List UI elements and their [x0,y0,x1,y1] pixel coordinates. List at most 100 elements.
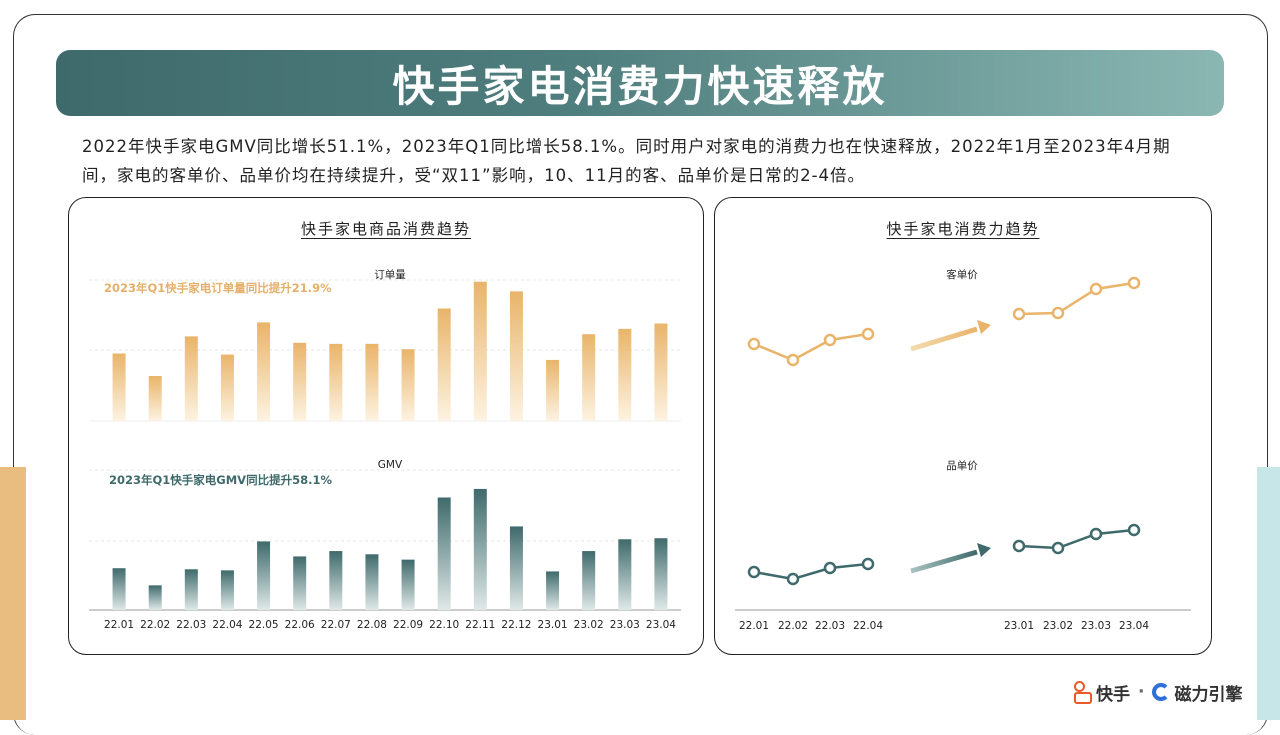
orders-annotation: 2023年Q1快手家电订单量同比提升21.9% [104,281,332,295]
aov-point-22.03 [823,333,837,347]
x-tick-label: 22.01 [104,619,134,631]
x-tick-label: 22.06 [285,619,315,631]
aov-line-segment [753,332,869,362]
gmv-annotation: 2023年Q1快手家电GMV同比提升58.1% [109,473,332,487]
x-tick-label: 22.04 [212,619,242,631]
cili-engine-logo-icon [1152,683,1171,701]
unit-price-line-segment [1018,528,1135,550]
orders-bar-22.05 [257,322,271,421]
unit-price-point-22.04 [861,557,875,571]
orders-bar-22.12 [509,291,523,421]
x-tick-label: 23.02 [1043,620,1073,632]
aov-line-segment [1018,281,1135,316]
x-tick-label: 22.05 [249,619,279,631]
x-tick-label: 22.10 [429,619,459,631]
gmv-bar-22.10 [437,497,451,610]
gmv-bar-22.07 [329,551,343,610]
orders-bar-22.01 [112,353,126,421]
brand-kuaishou: 快手 [1096,684,1130,705]
brand-separator: · [1138,682,1145,702]
x-tick-label: 22.04 [853,620,883,632]
x-tick-label: 22.08 [357,619,387,631]
title-banner: 快手家电消费力快速释放 [56,50,1224,116]
aov-point-23.01 [1012,307,1026,321]
aov-point-23.04 [1127,276,1141,290]
gmv-chart-title: GMV [378,459,403,471]
gmv-bar-23.02 [582,551,596,610]
x-tick-label: 22.01 [739,620,769,632]
unit-price-point-23.04 [1127,523,1141,537]
orders-chart-title: 订单量 [374,269,406,281]
gmv-bar-23.04 [654,538,668,610]
unit-price-trend-arrow-icon [910,549,978,574]
footer-brand: 快手 · 磁力引擎 [1072,679,1242,705]
x-tick-label: 23.02 [574,619,604,631]
aov-point-23.03 [1089,282,1103,296]
gmv-bar-22.11 [473,488,487,610]
aov-point-22.01 [747,337,761,351]
gmv-bar-22.06 [293,556,307,610]
gmv-bar-22.03 [184,569,198,610]
orders-bar-22.02 [148,376,162,421]
aov-trend-arrow-icon [910,326,978,352]
gmv-bar-22.05 [257,541,271,610]
kuaishou-logo-icon [1072,681,1092,704]
unit-price-point-23.02 [1051,541,1065,555]
aov-trend-arrowhead-icon [977,320,991,334]
page-frame [13,14,1268,735]
unit-price-point-23.01 [1012,539,1026,553]
unit-price-chart-title: 品单价 [946,460,978,472]
orders-bar-22.10 [437,308,451,421]
orders-bar-22.09 [401,349,415,421]
x-tick-label: 22.12 [501,619,531,631]
orders-bar-23.03 [618,328,632,421]
x-tick-label: 22.09 [393,619,423,631]
right-chart-panel: 快手家电消费力趋势 客单价品单价 22.01 22.02 22.03 22.04 23.0… [714,197,1212,655]
orders-bar-23.04 [654,323,668,421]
unit-price-point-23.03 [1089,527,1103,541]
left-accent-strip [0,467,26,720]
x-tick-label: 22.11 [465,619,495,631]
orders-bar-22.03 [184,336,198,421]
gmv-bar-22.01 [112,568,126,610]
left-charts-svg: 订单量 2023年Q1快手家电订单量同比提升21.9% 22.01 22.02 22.0… [89,269,681,631]
gmv-bar-22.12 [509,526,523,610]
left-chart-panel: 快手家电商品消费趋势 订单量 2023年Q1快手家电订单量同比提升21.9% 22.… [68,197,704,655]
x-tick-label: 23.04 [646,619,676,631]
aov-point-22.02 [786,353,800,367]
brand-cili-engine: 磁力引擎 [1174,684,1243,705]
orders-bar-22.06 [293,342,307,421]
orders-bar-22.04 [220,354,234,421]
x-tick-label: 22.03 [176,619,206,631]
x-tick-label: 23.01 [538,619,568,631]
x-tick-label: 22.03 [815,620,845,632]
gmv-bar-23.01 [546,571,560,610]
right-panel-title: 快手家电消费力趋势 [886,220,1040,238]
orders-bar-22.11 [473,281,487,421]
x-tick-label: 23.03 [610,619,640,631]
orders-bar-22.08 [365,343,379,421]
aov-point-22.04 [861,327,875,341]
x-tick-label: 22.07 [321,619,351,631]
x-tick-label: 22.02 [778,620,808,632]
unit-price-point-22.01 [747,565,761,579]
gmv-bar-22.09 [401,559,415,610]
unit-price-point-22.02 [786,572,800,586]
x-tick-label: 23.01 [1004,620,1034,632]
gmv-bar-22.08 [365,554,379,610]
x-tick-label: 23.03 [1081,620,1111,632]
gmv-bar-22.02 [148,585,162,610]
right-accent-strip [1257,467,1280,720]
orders-bar-22.07 [329,343,343,421]
unit-price-line-segment [753,562,869,581]
gmv-bar-22.04 [220,570,234,610]
left-panel-title: 快手家电商品消费趋势 [300,220,471,238]
unit-price-point-22.03 [823,561,837,575]
page-title: 快手家电消费力快速释放 [392,61,888,111]
unit-price-trend-arrowhead-icon [977,543,991,557]
x-tick-label: 22.02 [140,619,170,631]
aov-chart-title: 客单价 [946,268,978,281]
orders-bar-23.02 [582,334,596,421]
orders-bar-23.01 [546,359,560,421]
